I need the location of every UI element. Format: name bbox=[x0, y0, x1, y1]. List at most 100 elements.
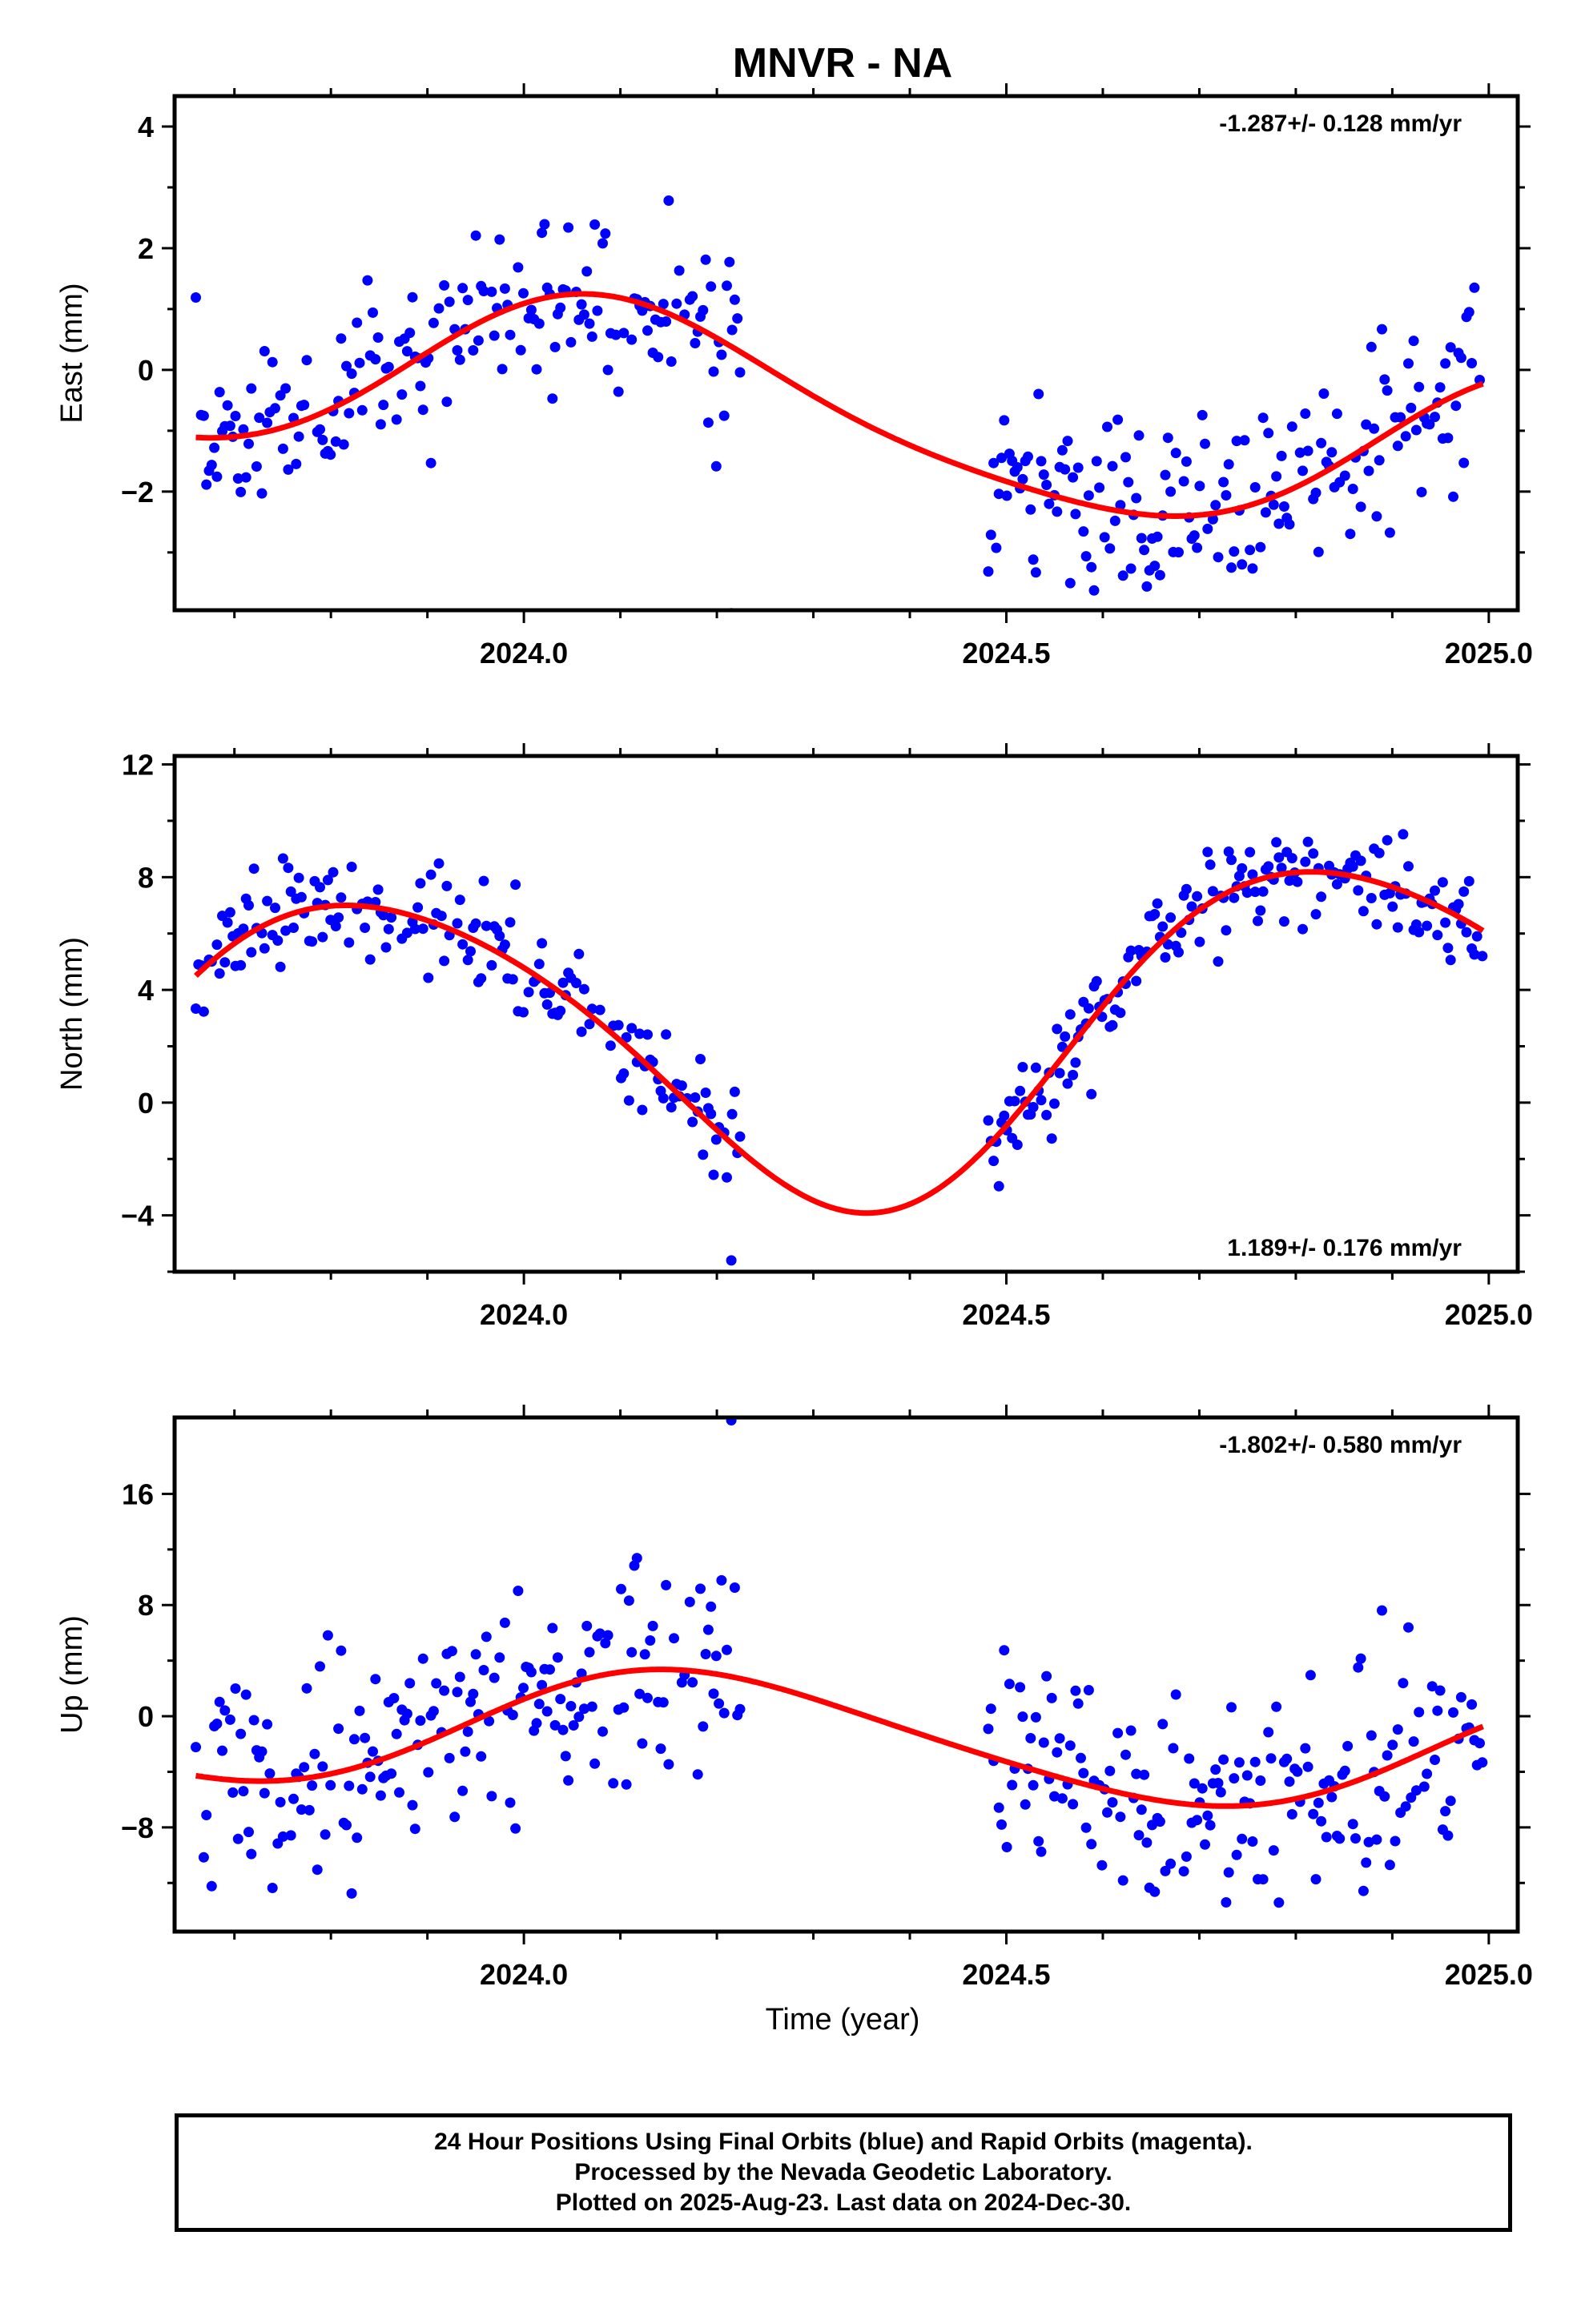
data-point bbox=[368, 1746, 378, 1757]
data-point bbox=[1387, 901, 1398, 912]
data-point bbox=[661, 316, 672, 327]
data-point bbox=[375, 419, 386, 430]
x-tick-label: 2025.0 bbox=[1445, 1958, 1533, 1991]
data-point bbox=[1369, 423, 1380, 434]
data-point bbox=[473, 335, 484, 346]
data-point bbox=[618, 1702, 630, 1713]
data-point bbox=[330, 436, 341, 447]
data-point bbox=[248, 863, 259, 875]
data-point bbox=[1215, 1787, 1226, 1798]
data-point bbox=[1422, 920, 1433, 931]
data-point bbox=[1347, 861, 1358, 872]
data-point bbox=[1347, 1819, 1358, 1830]
y-tick-label: 4 bbox=[138, 111, 154, 143]
data-point bbox=[734, 367, 746, 378]
data-point bbox=[1229, 892, 1240, 903]
data-point bbox=[710, 1651, 722, 1662]
data-point bbox=[1414, 381, 1425, 392]
data-point bbox=[1353, 885, 1364, 896]
data-point bbox=[531, 1718, 542, 1729]
data-point bbox=[1139, 1769, 1150, 1780]
data-point bbox=[1308, 1808, 1319, 1819]
data-point bbox=[639, 1649, 650, 1660]
data-point bbox=[584, 1647, 595, 1658]
data-point bbox=[391, 1728, 402, 1739]
data-point bbox=[1477, 951, 1488, 962]
data-point bbox=[1263, 1727, 1274, 1738]
data-point bbox=[317, 931, 328, 943]
data-point bbox=[576, 299, 587, 310]
data-point bbox=[1202, 523, 1213, 534]
data-point bbox=[1466, 1699, 1478, 1710]
data-point bbox=[1273, 852, 1285, 863]
data-point bbox=[1181, 1851, 1192, 1862]
data-point bbox=[1331, 408, 1342, 420]
data-point bbox=[462, 955, 473, 966]
data-point bbox=[565, 1701, 577, 1711]
data-point bbox=[330, 921, 341, 931]
data-point bbox=[214, 968, 225, 979]
data-point bbox=[352, 1832, 363, 1844]
data-point bbox=[1445, 1795, 1456, 1807]
data-point bbox=[499, 939, 510, 951]
data-point bbox=[486, 286, 497, 297]
data-point bbox=[1056, 1793, 1068, 1804]
data-point bbox=[1025, 1733, 1036, 1743]
data-point bbox=[222, 917, 233, 928]
data-point bbox=[1133, 430, 1145, 441]
data-point bbox=[1403, 1622, 1414, 1633]
data-point bbox=[489, 330, 500, 341]
data-point bbox=[1173, 1962, 1184, 1972]
data-point bbox=[541, 1706, 553, 1717]
data-point bbox=[1023, 451, 1033, 462]
data-point bbox=[1152, 898, 1163, 909]
data-point bbox=[1308, 848, 1319, 859]
data-point bbox=[256, 488, 268, 499]
data-point bbox=[1445, 342, 1456, 353]
data-point bbox=[687, 291, 698, 302]
data-point bbox=[552, 1652, 563, 1663]
data-point bbox=[1068, 1069, 1079, 1080]
data-point bbox=[999, 415, 1010, 426]
data-point bbox=[578, 983, 589, 995]
y-axis-title: East (mm) bbox=[55, 283, 89, 423]
data-point bbox=[734, 1703, 746, 1715]
data-point bbox=[1276, 450, 1287, 461]
data-point bbox=[687, 1116, 698, 1128]
data-point bbox=[1165, 1858, 1177, 1869]
data-point bbox=[1345, 529, 1356, 540]
data-point bbox=[1160, 1865, 1171, 1876]
data-point bbox=[1416, 487, 1427, 497]
data-point bbox=[1117, 1875, 1128, 1886]
data-point bbox=[452, 918, 463, 929]
data-point bbox=[1041, 1671, 1052, 1682]
data-point bbox=[573, 1711, 585, 1723]
data-point bbox=[1049, 1098, 1060, 1109]
data-point bbox=[1430, 885, 1440, 896]
data-point bbox=[710, 1134, 722, 1145]
data-point bbox=[457, 939, 469, 950]
data-point bbox=[1170, 1689, 1181, 1700]
data-point bbox=[364, 1771, 376, 1783]
data-point bbox=[710, 460, 722, 472]
data-point bbox=[1371, 511, 1382, 522]
data-point bbox=[246, 1848, 257, 1860]
data-point bbox=[224, 907, 235, 918]
panels: 2024.0 2024.5 2025.0 4 2 0 −2 East (mm) -1.287+/… bbox=[55, 83, 1533, 1991]
data-point bbox=[439, 1685, 450, 1696]
data-point bbox=[618, 1068, 630, 1079]
data-point bbox=[602, 1630, 614, 1641]
data-point bbox=[600, 1638, 611, 1649]
data-point bbox=[1255, 905, 1266, 916]
data-point bbox=[1434, 1685, 1446, 1696]
data-point bbox=[1440, 917, 1451, 928]
data-point bbox=[1060, 1031, 1071, 1042]
data-point bbox=[441, 396, 453, 408]
data-point bbox=[206, 460, 217, 471]
data-point bbox=[634, 1028, 646, 1039]
data-point bbox=[1347, 484, 1358, 494]
data-point bbox=[658, 1697, 669, 1708]
data-point bbox=[1430, 1755, 1440, 1765]
data-point bbox=[1017, 1062, 1028, 1072]
